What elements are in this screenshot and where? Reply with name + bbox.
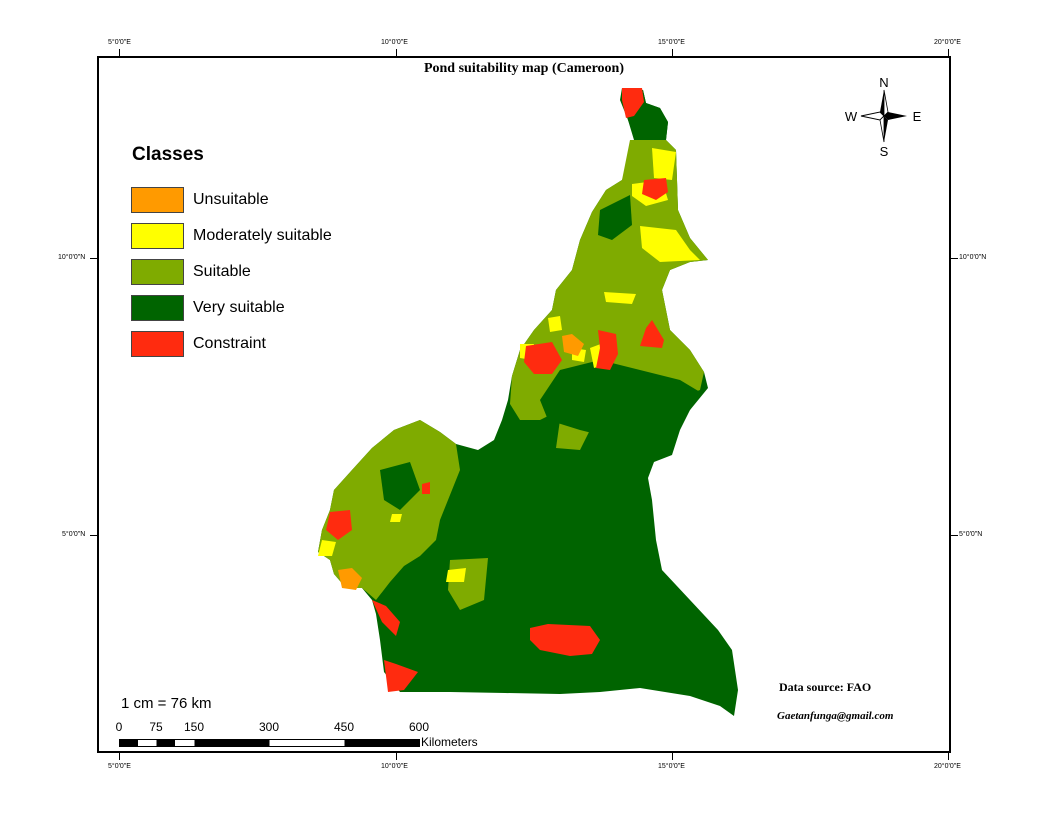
lon-label-bottom-3: 15°0'0"E xyxy=(658,763,685,770)
compass-s: S xyxy=(880,144,889,156)
legend-item-moderately-suitable: Moderately suitable xyxy=(131,218,332,254)
legend-label: Moderately suitable xyxy=(193,227,332,244)
north-arrow: N S W E xyxy=(839,75,929,159)
region-suitable-west xyxy=(318,420,460,600)
lat-label-right-1: 10°0'0"N xyxy=(959,254,987,261)
graticule-tick xyxy=(951,535,958,536)
region-constraint xyxy=(372,600,400,636)
graticule-tick xyxy=(672,49,673,56)
lat-label-left-2: 5°0'0"N xyxy=(62,531,86,538)
scale-tick-label: 150 xyxy=(183,720,205,734)
legend-item-very-suitable: Very suitable xyxy=(131,290,332,326)
region-constraint xyxy=(422,482,430,494)
graticule-tick xyxy=(119,753,120,760)
region-very-suitable-patch xyxy=(598,195,632,240)
scale-ratio: 1 cm = 76 km xyxy=(121,695,212,712)
author-email: Gaetanfunga@gmail.com xyxy=(777,710,894,722)
region-very-suitable-patch xyxy=(380,462,420,510)
scale-bar: 0 75 150 300 450 600 Kilometers xyxy=(115,720,478,750)
graticule-tick xyxy=(672,753,673,760)
compass-n: N xyxy=(879,76,888,90)
region-constraint xyxy=(622,88,644,118)
lon-label-top-1: 5°0'0"E xyxy=(108,39,131,46)
region-constraint xyxy=(596,330,618,370)
region-moderately-suitable xyxy=(390,514,402,522)
legend-label: Very suitable xyxy=(193,299,285,316)
region-suitable-north xyxy=(510,140,708,420)
region-constraint xyxy=(640,320,664,348)
lon-label-top-3: 15°0'0"E xyxy=(658,39,685,46)
legend-swatch xyxy=(131,259,184,285)
scale-tick-label: 300 xyxy=(258,720,280,734)
region-very-suitable-patch xyxy=(540,360,700,440)
map-frame: Pond suitability map (Cameroon) xyxy=(97,56,951,753)
legend-label: Constraint xyxy=(193,335,266,352)
region-constraint xyxy=(326,510,352,540)
scale-tick-label: 75 xyxy=(149,720,163,734)
lon-label-top-2: 10°0'0"E xyxy=(381,39,408,46)
lon-label-bottom-4: 20°0'0"E xyxy=(934,763,961,770)
lon-label-top-4: 20°0'0"E xyxy=(934,39,961,46)
legend-item-constraint: Constraint xyxy=(131,326,332,362)
graticule-tick xyxy=(948,49,949,56)
scale-tick-label: 0 xyxy=(115,720,123,734)
compass-rose-icon: N S W E xyxy=(845,75,922,159)
region-unsuitable xyxy=(338,568,362,590)
scale-tick-label: 600 xyxy=(408,720,430,734)
region-constraint xyxy=(524,342,562,374)
graticule-tick xyxy=(90,258,97,259)
lon-label-bottom-1: 5°0'0"E xyxy=(108,763,131,770)
legend-swatch xyxy=(131,223,184,249)
legend-item-unsuitable: Unsuitable xyxy=(131,182,332,218)
region-constraint xyxy=(530,624,600,656)
graticule-tick xyxy=(396,753,397,760)
cameroon-map xyxy=(318,88,738,716)
legend-label: Suitable xyxy=(193,263,251,280)
data-source: Data source: FAO xyxy=(779,680,872,694)
graticule-tick xyxy=(90,535,97,536)
legend-item-suitable: Suitable xyxy=(131,254,332,290)
lon-label-bottom-2: 10°0'0"E xyxy=(381,763,408,770)
compass-w: W xyxy=(845,109,858,124)
legend-swatch xyxy=(131,331,184,357)
region-constraint xyxy=(384,660,418,692)
region-moderately-suitable xyxy=(548,316,562,332)
graticule-tick xyxy=(396,49,397,56)
scale-unit: Kilometers xyxy=(421,735,478,749)
lat-label-left-1: 10°0'0"N xyxy=(58,254,86,261)
region-moderately-suitable xyxy=(604,292,636,304)
graticule-tick xyxy=(948,753,949,760)
graticule-tick xyxy=(119,49,120,56)
region-constraint xyxy=(642,178,668,200)
scale-tick-label: 450 xyxy=(333,720,355,734)
lat-label-right-2: 5°0'0"N xyxy=(959,531,983,538)
region-moderately-suitable xyxy=(652,148,676,180)
legend-title: Classes xyxy=(132,144,204,165)
region-moderately-suitable xyxy=(640,226,700,262)
legend-label: Unsuitable xyxy=(193,191,269,208)
region-moderately-suitable xyxy=(446,568,466,582)
graticule-tick xyxy=(951,258,958,259)
legend-swatch xyxy=(131,295,184,321)
region-moderately-suitable xyxy=(318,540,336,556)
region-unsuitable xyxy=(562,334,584,356)
scale-bar-graphic xyxy=(119,739,420,747)
compass-e: E xyxy=(913,109,922,124)
legend-swatch xyxy=(131,187,184,213)
map-title: Pond suitability map (Cameroon) xyxy=(423,61,625,76)
legend: Classes Unsuitable Moderately suitable S… xyxy=(131,144,332,362)
